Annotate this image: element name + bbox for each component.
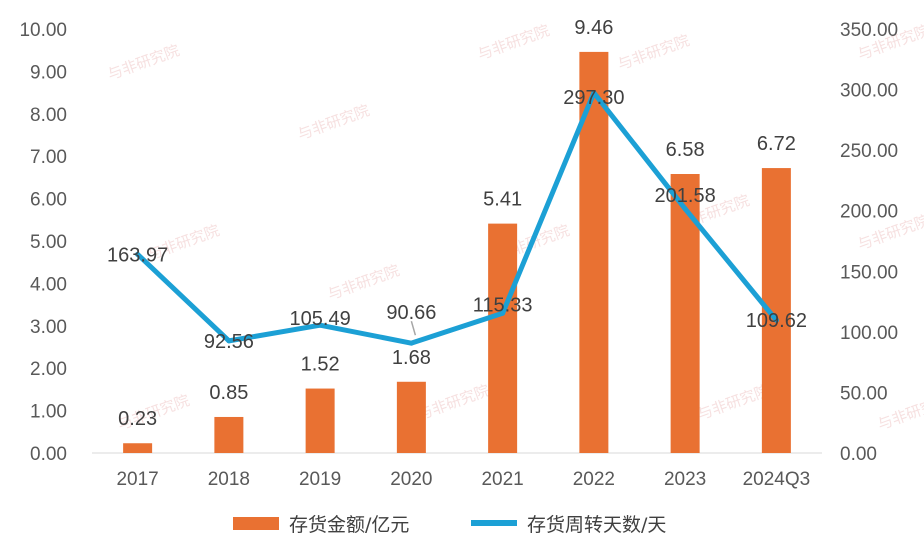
watermark-text: 与非研究院 [295,101,372,144]
line-point-2018 [226,338,232,344]
watermark-text: 与非研究院 [105,41,182,84]
right-axis-tick-label: 0.00 [840,444,877,465]
bar-data-labels: 0.23 0.85 1.52 1.68 5.41 9.46 6.58 6.72 [118,17,796,430]
bar-2023 [670,174,700,453]
bar-value-label: 5.41 [483,189,522,211]
right-axis-tick-label: 150.00 [840,262,898,283]
bar-value-label: 9.46 [574,17,613,39]
left-axis-tick-label: 4.00 [30,274,67,295]
line-value-label: 163.97 [107,244,168,266]
x-axis-tick-label: 2022 [573,469,615,490]
turnover-days-line [135,90,779,346]
right-y-axis: 0.00 50.00 100.00 150.00 200.00 250.00 300.00 3… [840,20,898,465]
bar-2018 [214,416,244,453]
x-axis-tick-label: 2021 [481,469,523,490]
line-value-label: 201.58 [655,185,716,207]
bar-series [123,51,791,454]
x-axis-tick-label: 2017 [116,469,158,490]
x-axis-tick-label: 2018 [208,469,250,490]
legend-swatch-bar [233,517,279,530]
right-axis-tick-label: 350.00 [840,20,898,41]
line-point-2024Q3 [773,317,779,323]
left-axis-tick-label: 2.00 [30,359,67,380]
left-axis-tick-label: 10.00 [19,20,67,41]
left-axis-tick-label: 6.00 [30,190,67,211]
left-axis-tick-label: 1.00 [30,402,67,423]
legend: 存货金额/亿元 存货周转天数/天 [233,514,666,536]
legend-label-line: 存货周转天数/天 [527,514,666,536]
bar-value-label: 1.68 [392,347,431,369]
line-value-label: 90.66 [386,302,436,324]
line-value-label: 92.56 [204,331,254,353]
line-point-2019 [317,322,323,328]
right-axis-tick-label: 100.00 [840,323,898,344]
legend-label-bar: 存货金额/亿元 [289,514,409,536]
line-point-2023 [682,206,688,212]
bar-value-label: 1.52 [301,354,340,376]
bar-2017 [123,443,153,453]
label-leader-line [410,320,417,336]
left-y-axis: 0.00 1.00 2.00 3.00 4.00 5.00 6.00 7.00 8.00 9.00… [19,20,67,465]
line-point-2017 [135,251,141,257]
right-axis-tick-label: 250.00 [840,141,898,162]
x-axis-tick-label: 2024Q3 [743,469,811,490]
x-axis-tick-label: 2020 [390,469,432,490]
bar-2021 [488,223,518,453]
right-axis-tick-label: 200.00 [840,202,898,223]
bar-value-label: 0.85 [209,382,248,404]
line-value-label: 109.62 [746,310,807,332]
left-axis-tick-label: 5.00 [30,232,67,253]
watermark-text: 与非研究院 [325,261,402,304]
right-axis-tick-label: 50.00 [840,383,888,404]
left-axis-tick-label: 3.00 [30,317,67,338]
left-axis-tick-label: 7.00 [30,147,67,168]
line-value-label: 115.33 [473,294,533,316]
x-axis: 2017 2018 2019 2020 2021 2022 2023 2024Q3 [116,469,810,490]
line-point-2020 [408,340,414,346]
line-point-2022 [591,90,597,96]
bar-value-label: 0.23 [118,408,157,430]
line-point-2021 [500,310,506,316]
x-axis-tick-label: 2023 [664,469,706,490]
left-axis-tick-label: 8.00 [30,105,67,126]
bar-value-label: 6.72 [757,133,796,155]
right-axis-tick-label: 300.00 [840,81,898,102]
line-value-label: 105.49 [290,308,351,330]
bar-2020 [396,381,426,453]
bar-value-label: 6.58 [666,139,705,161]
x-axis-tick-label: 2019 [299,469,341,490]
line-series [135,90,779,346]
line-value-label: 297.30 [563,87,624,109]
watermark-text: 与非研究院 [615,31,692,74]
line-data-labels: 163.97 92.56 105.49 90.66 115.33 297.30 201.58… [107,87,807,353]
watermark-text: 与非研究院 [415,381,492,424]
left-axis-tick-label: 9.00 [30,62,67,83]
bar-2019 [305,388,335,453]
left-axis-tick-label: 0.00 [30,444,67,465]
watermark-text: 与非研究院 [695,381,772,424]
watermark-text: 与非研究院 [475,21,552,64]
